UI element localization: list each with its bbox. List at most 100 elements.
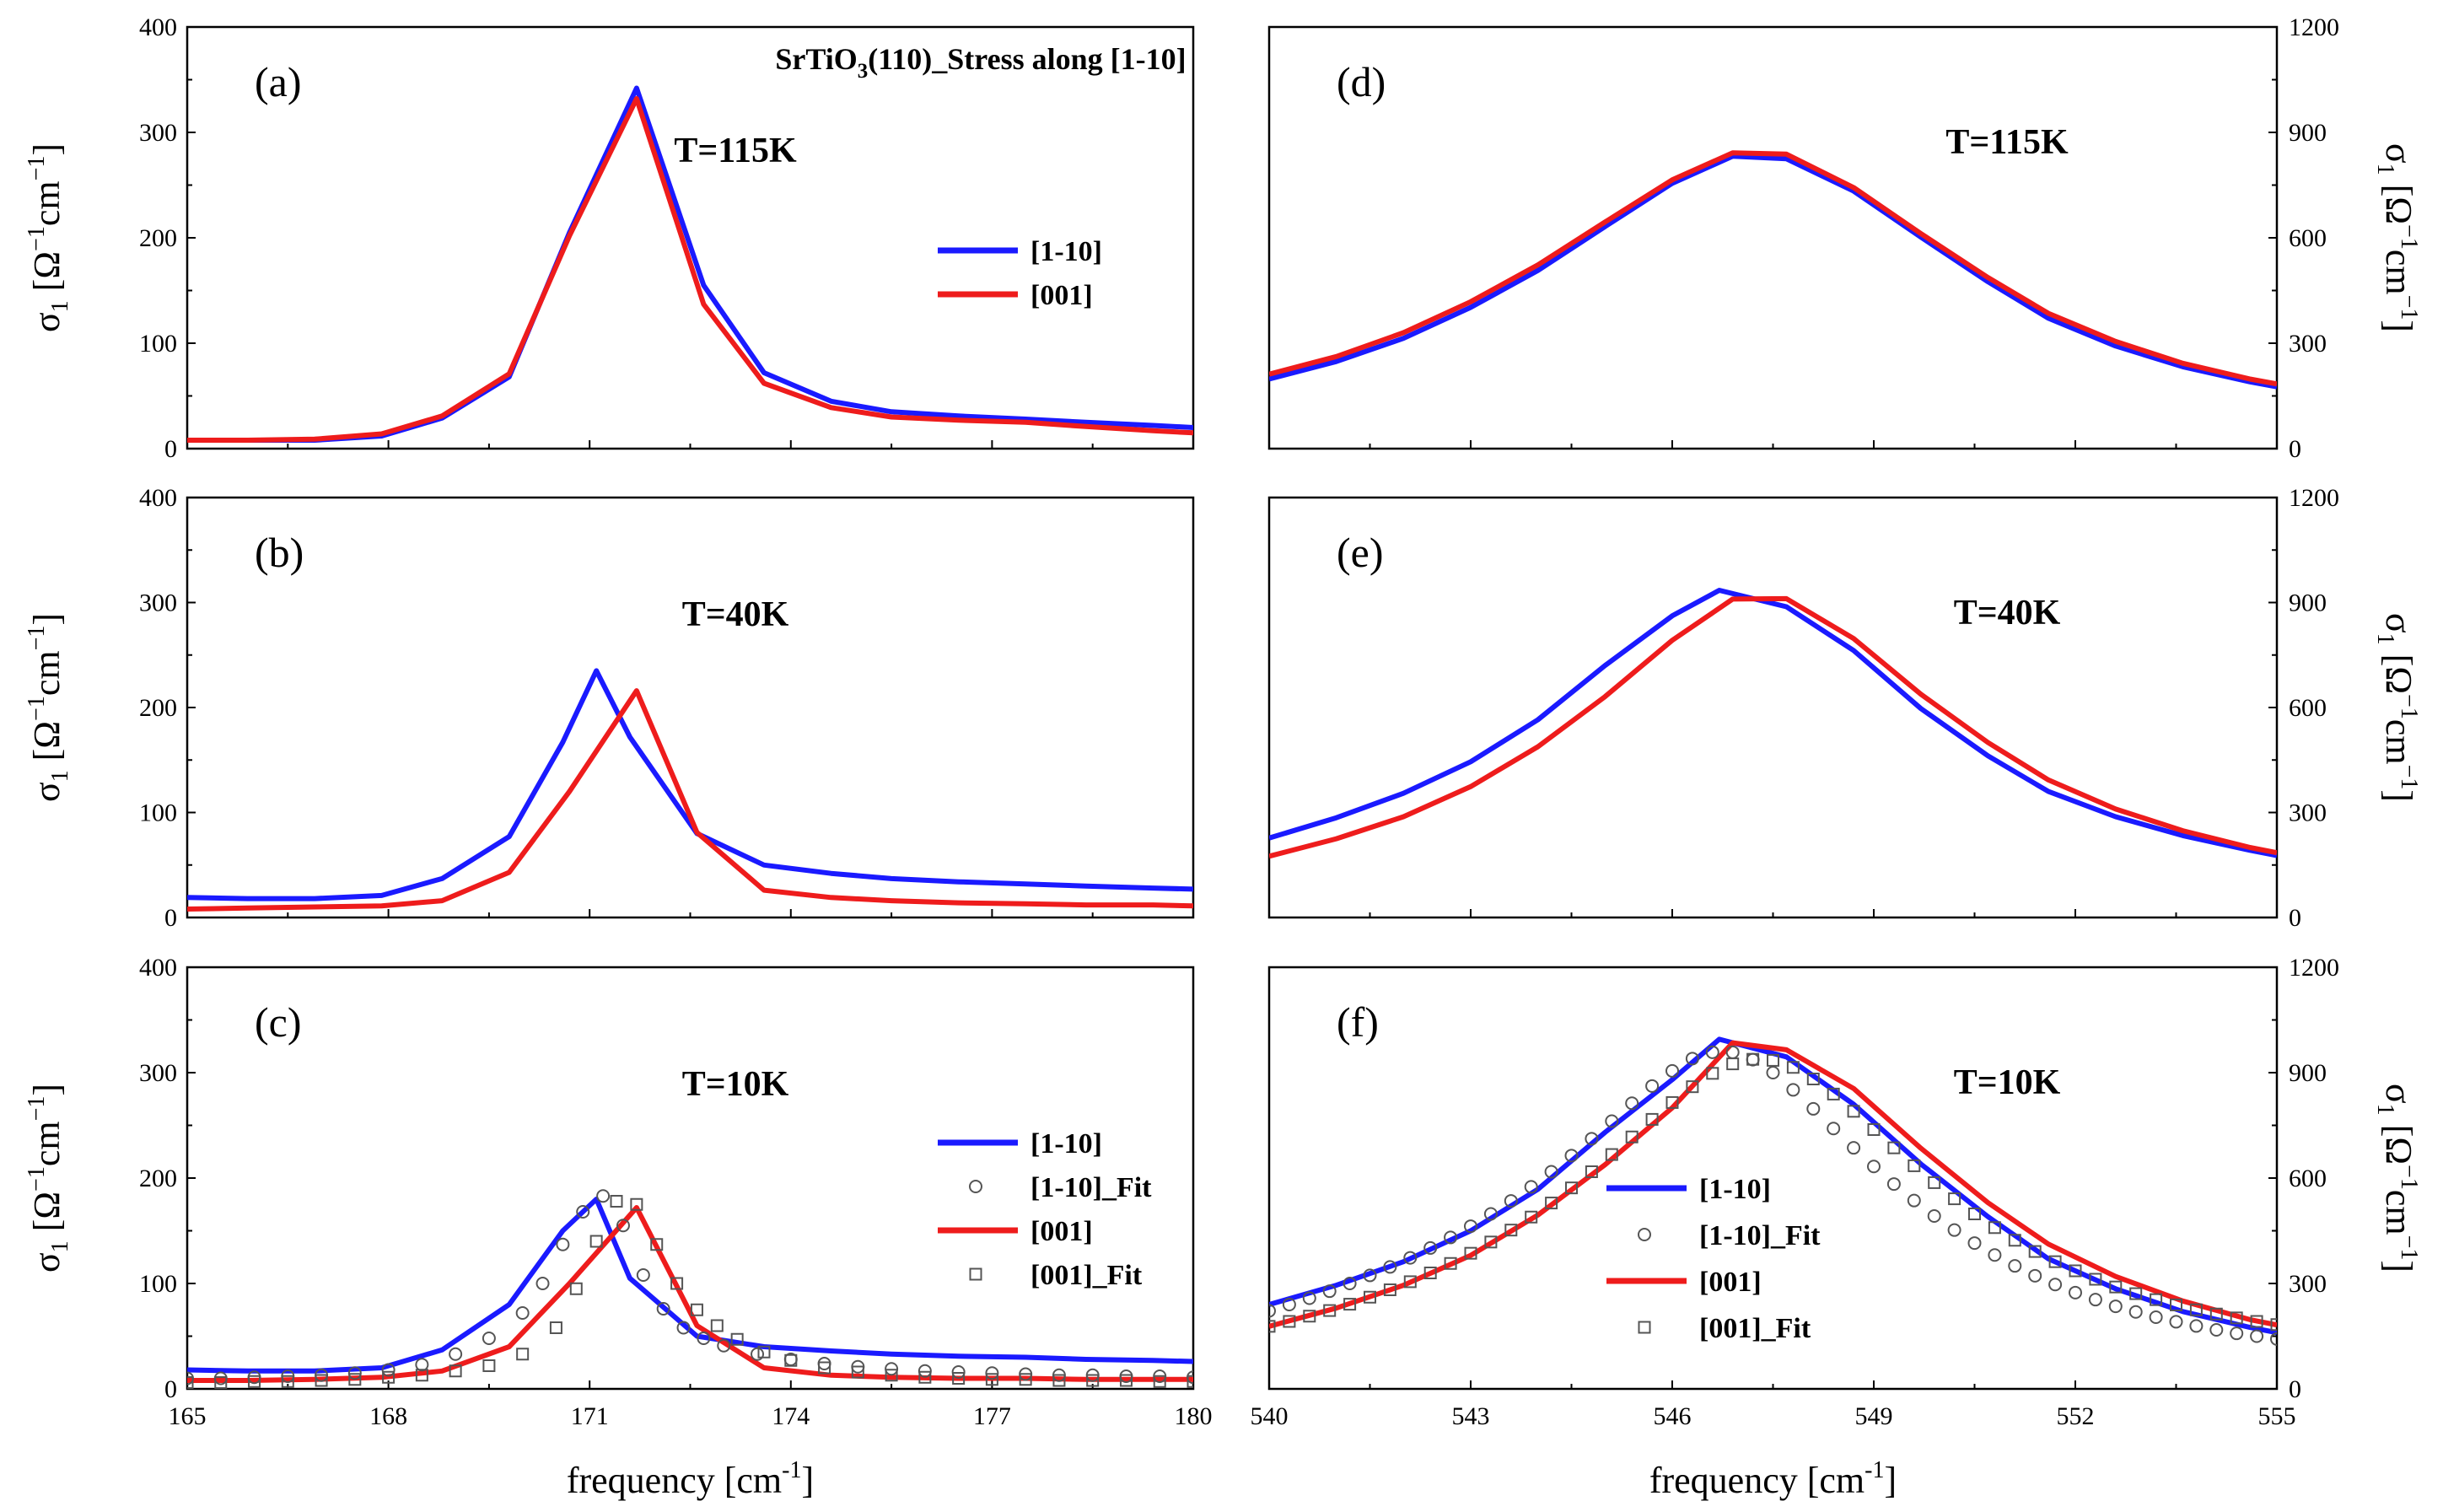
data-point: [1564, 1149, 1579, 1163]
data-point: [1625, 1096, 1639, 1111]
x-tick-label: 555: [2258, 1402, 2296, 1430]
data-point: [549, 1321, 562, 1334]
data-point: [2250, 1329, 2264, 1343]
data-point: [1948, 1192, 1961, 1206]
data-point: [2230, 1326, 2244, 1341]
data-point: [2169, 1315, 2183, 1329]
data-point: [1967, 1236, 1982, 1251]
data-point: [851, 1365, 864, 1379]
y-tick-label: 1200: [2289, 13, 2339, 41]
data-point: [1403, 1251, 1418, 1265]
data-point: [415, 1369, 428, 1382]
plot-area-b: [187, 668, 1193, 912]
data-point: [1403, 1275, 1417, 1289]
data-point: [952, 1372, 966, 1385]
data-point: [784, 1353, 798, 1367]
data-point: [1887, 1141, 1901, 1154]
temperature-label-e: T=40K: [1954, 594, 2061, 632]
data-point: [1383, 1283, 1396, 1296]
y-axis-label-d: σ1 [Ω−1cm−1]: [2372, 143, 2422, 332]
series-line-[001]: [1269, 595, 2277, 859]
legend-label: [001]: [1699, 1267, 1762, 1298]
panel-label-b: (b): [255, 529, 304, 576]
data-point: [596, 1189, 611, 1203]
data-point: [187, 1376, 194, 1389]
data-point: [1867, 1160, 1881, 1174]
y-tick-label: 0: [2289, 435, 2301, 463]
data-point: [214, 1376, 228, 1389]
data-point: [1086, 1374, 1100, 1387]
data-point: [730, 1332, 744, 1346]
data-point: [1886, 1177, 1901, 1192]
chart-title: SrTiO3(110)_Stress along [1-10]: [775, 42, 1186, 83]
data-point: [1706, 1067, 1719, 1080]
data-point: [1187, 1375, 1193, 1388]
panels: 0 100 200 300 400 (a) T=115K [1-10] [001] σ1 [Ω−1…: [24, 13, 2422, 1501]
data-point: [1269, 1304, 1276, 1318]
data-point: [2128, 1305, 2143, 1319]
data-point: [1927, 1209, 1941, 1223]
data-point: [1525, 1210, 1538, 1224]
data-point: [1908, 1159, 1921, 1172]
data-point: [1725, 1045, 1740, 1059]
panel-c: 0 100 200 300 400 165 168 171 174 177 180 (c) T=10K […: [24, 954, 1213, 1501]
legend-label: [001]: [1030, 1216, 1093, 1247]
data-point: [381, 1363, 396, 1377]
data-point: [515, 1306, 530, 1320]
y-tick-label: 300: [139, 1059, 177, 1087]
data-point: [348, 1373, 362, 1386]
data-point: [690, 1303, 703, 1316]
data-point: [1746, 1052, 1760, 1066]
panel-b: 0 100 200 300 400 (b) T=40K σ1 [Ω−1cm−1]: [24, 484, 1195, 932]
y-tick-label: 400: [139, 484, 177, 512]
x-tick-label: 543: [1452, 1402, 1490, 1430]
data-point: [1343, 1277, 1357, 1290]
data-point: [1303, 1310, 1316, 1323]
series-line-[1-10]: [1269, 1036, 2277, 1336]
x-tick-label: 549: [1855, 1402, 1893, 1430]
data-point: [1947, 1223, 1961, 1237]
x-tick-label: 174: [772, 1402, 810, 1430]
data-point: [1968, 1208, 1981, 1220]
y-tick-label: 300: [2289, 330, 2327, 358]
y-tick-label: 300: [139, 119, 177, 147]
data-point: [650, 1238, 664, 1251]
data-point: [2270, 1332, 2277, 1346]
data-point: [1867, 1123, 1881, 1136]
y-tick-label: 1200: [2289, 954, 2339, 982]
legend-marker: [1638, 1321, 1651, 1334]
data-point: [1504, 1194, 1518, 1208]
data-point: [717, 1338, 731, 1353]
temperature-label-f: T=10K: [1954, 1063, 2061, 1102]
y-tick-label: 0: [164, 1375, 177, 1403]
legend-label: [1-10]: [1699, 1174, 1771, 1205]
data-point: [697, 1332, 711, 1345]
y-tick-label: 0: [2289, 904, 2301, 932]
y-tick-label: 200: [139, 1165, 177, 1192]
data-point: [1806, 1073, 1820, 1085]
series-line-[1-10]: [187, 1197, 1193, 1374]
data-point: [1504, 1224, 1518, 1237]
y-axis-label-a: σ1 [Ω−1cm−1]: [24, 143, 73, 332]
x-tick-label: 177: [973, 1402, 1011, 1430]
panel-label-a: (a): [255, 58, 302, 105]
data-point: [2109, 1280, 2123, 1294]
data-point: [449, 1347, 463, 1361]
data-point: [1827, 1122, 1841, 1136]
data-point: [1423, 1240, 1438, 1255]
data-point: [1364, 1290, 1376, 1304]
data-point: [2108, 1299, 2123, 1314]
data-point: [576, 1205, 590, 1219]
series-[001]_Fit-markers: [1269, 1052, 2277, 1333]
y-tick-label: 600: [2289, 694, 2327, 722]
data-point: [1847, 1105, 1860, 1118]
temperature-label-b: T=40K: [682, 595, 789, 634]
x-tick-label: 168: [369, 1402, 407, 1430]
data-point: [2170, 1298, 2182, 1311]
panel-d: 0 300 600 900 1200 (d) T=115K σ1 [Ω−1cm−1]: [1267, 13, 2422, 463]
y-tick-label: 900: [2289, 119, 2327, 147]
data-point: [2189, 1319, 2204, 1333]
legend-label: [1-10]_Fit: [1030, 1172, 1152, 1203]
data-point: [482, 1359, 496, 1372]
